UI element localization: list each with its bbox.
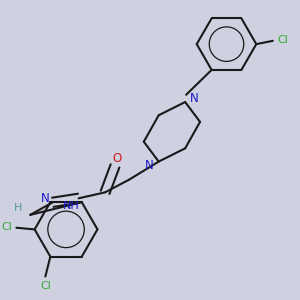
Text: H: H bbox=[14, 202, 22, 213]
Text: O: O bbox=[112, 152, 121, 165]
Text: N: N bbox=[145, 159, 154, 172]
Text: N: N bbox=[41, 192, 50, 205]
Text: NH: NH bbox=[63, 201, 80, 211]
Text: Cl: Cl bbox=[277, 35, 288, 45]
Text: N: N bbox=[190, 92, 199, 105]
Text: Cl: Cl bbox=[40, 281, 51, 291]
Text: Cl: Cl bbox=[1, 222, 12, 232]
